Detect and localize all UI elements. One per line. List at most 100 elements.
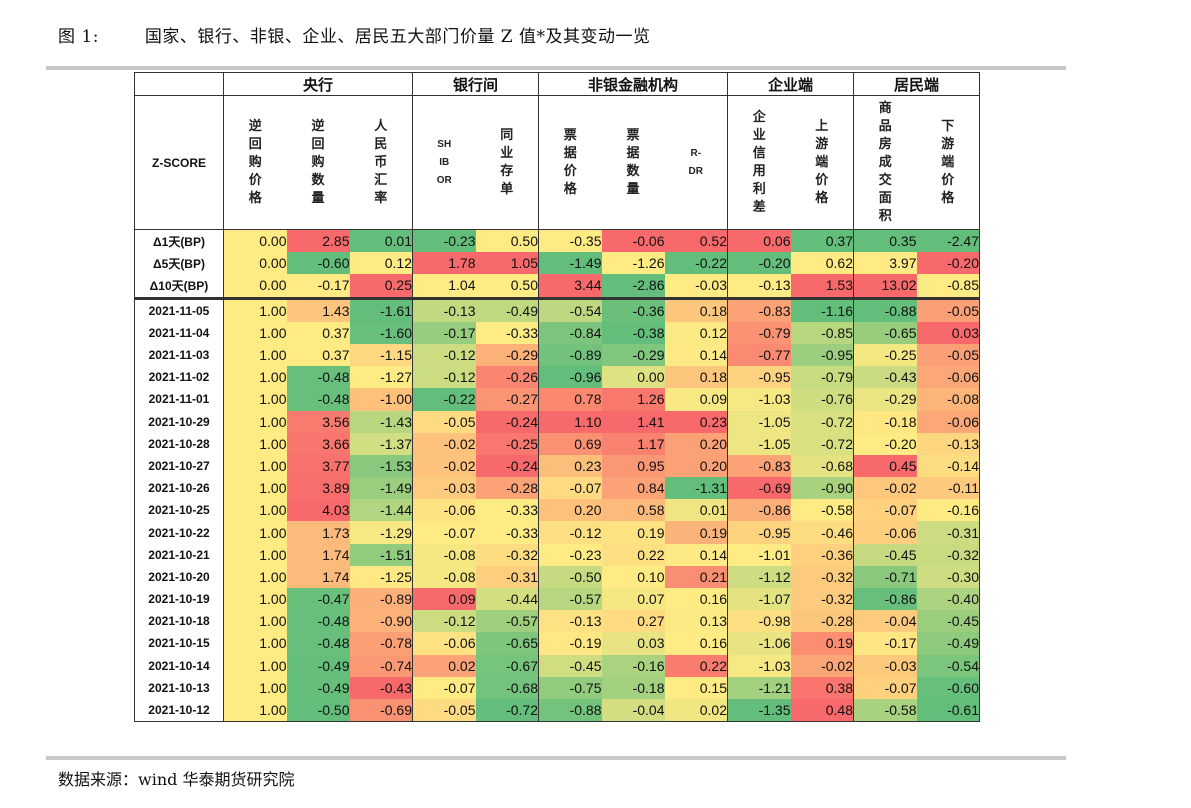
value-cell: -0.48	[286, 388, 350, 411]
value-cell: -0.02	[790, 654, 854, 677]
value-cell: -1.15	[349, 343, 413, 367]
value-cell: 1.00	[223, 366, 287, 389]
value-cell: -0.43	[349, 676, 413, 699]
row-label: 2021-10-27	[134, 454, 224, 478]
value-cell: 0.19	[790, 632, 854, 655]
value-cell: -0.58	[790, 499, 854, 522]
value-cell: 1.00	[223, 543, 287, 566]
value-cell: -0.90	[790, 477, 854, 500]
value-cell: -1.05	[727, 410, 791, 433]
value-cell: -0.68	[790, 454, 854, 478]
column-header-label: 同业存单	[500, 127, 514, 197]
table-row: 2021-11-02 1.00 -0.48 -1.27 -0.12 -0.26 -0.96 0…	[134, 366, 980, 389]
value-cell: 1.17	[601, 432, 665, 455]
value-cell: -0.31	[916, 521, 980, 544]
column-header-label: R-DR	[688, 147, 703, 177]
row-label: 2021-10-18	[134, 610, 224, 633]
value-cell: -0.72	[790, 410, 854, 433]
value-cell: 3.44	[538, 274, 602, 300]
column-header-row: Z-SCORE 逆回购价格 逆回购数量 人民币汇率 SHIBOR 同业存单 票据价格 票据数…	[134, 95, 980, 230]
column-header: 票据数量	[601, 95, 665, 230]
column-header-label: 逆回购数量	[311, 118, 325, 206]
value-cell: -0.17	[412, 321, 476, 344]
value-cell: 1.53	[790, 274, 854, 300]
value-cell: -0.20	[916, 252, 980, 275]
value-cell: -1.51	[349, 543, 413, 566]
value-cell: -0.48	[286, 366, 350, 389]
value-cell: 0.18	[664, 298, 728, 322]
value-cell: -0.88	[538, 698, 602, 723]
value-cell: -0.19	[538, 632, 602, 655]
value-cell: 0.78	[538, 388, 602, 411]
value-cell: -0.69	[349, 698, 413, 723]
value-cell: -1.43	[349, 410, 413, 433]
value-cell: -0.08	[412, 565, 476, 588]
column-header: R-DR	[664, 95, 728, 230]
value-cell: -0.83	[727, 454, 791, 478]
value-cell: -0.14	[916, 454, 980, 478]
column-header: 票据价格	[538, 95, 602, 230]
value-cell: 0.01	[349, 229, 413, 253]
value-cell: -0.06	[412, 499, 476, 522]
value-cell: -1.25	[349, 565, 413, 588]
value-cell: -0.12	[412, 366, 476, 389]
value-cell: 1.00	[223, 321, 287, 344]
value-cell: 0.13	[664, 610, 728, 633]
row-label: Δ1天(BP)	[134, 229, 224, 253]
value-cell: -1.07	[727, 588, 791, 611]
value-cell: -0.06	[412, 632, 476, 655]
value-cell: 0.35	[853, 229, 917, 253]
value-cell: 0.20	[664, 454, 728, 478]
value-cell: 1.43	[286, 298, 350, 322]
value-cell: -1.49	[538, 252, 602, 275]
value-cell: -0.05	[916, 298, 980, 322]
value-cell: 0.27	[601, 610, 665, 633]
value-cell: -0.32	[790, 565, 854, 588]
value-cell: -0.98	[727, 610, 791, 633]
value-cell: -0.03	[853, 654, 917, 677]
column-header-label: SHIBOR	[436, 138, 452, 186]
value-cell: -1.06	[727, 632, 791, 655]
value-cell: 0.03	[916, 321, 980, 344]
value-cell: -0.31	[475, 565, 539, 588]
top-rule	[46, 66, 1066, 70]
value-cell: 0.58	[601, 499, 665, 522]
value-cell: -0.78	[349, 632, 413, 655]
value-cell: -0.68	[475, 676, 539, 699]
column-header-label: 上游端价格	[815, 118, 829, 206]
value-cell: 0.00	[601, 366, 665, 389]
value-cell: -0.23	[412, 229, 476, 253]
value-cell: 1.00	[223, 698, 287, 723]
value-cell: -0.25	[475, 432, 539, 455]
value-cell: -0.43	[853, 366, 917, 389]
row-label: 2021-10-28	[134, 432, 224, 455]
value-cell: -0.46	[790, 521, 854, 544]
value-cell: -2.86	[601, 274, 665, 300]
column-header-label: 逆回购价格	[248, 118, 262, 206]
value-cell: -0.47	[286, 588, 350, 611]
value-cell: 0.19	[601, 521, 665, 544]
row-label: 2021-11-04	[134, 321, 224, 344]
table-row: 2021-11-03 1.00 0.37 -1.15 -0.12 -0.29 -0.89 -0…	[134, 343, 980, 367]
value-cell: -0.24	[475, 410, 539, 433]
value-cell: -0.06	[916, 366, 980, 389]
value-cell: -0.29	[853, 388, 917, 411]
value-cell: 3.77	[286, 454, 350, 478]
z-score-table: 央行 银行间 非银金融机构 企业端 居民端 Z-SCORE 逆回购价格 逆回购数量 人民币汇…	[134, 72, 980, 723]
value-cell: 1.10	[538, 410, 602, 433]
value-cell: -0.89	[538, 343, 602, 367]
source-note: 数据来源：wind 华泰期货研究院	[58, 770, 295, 789]
value-cell: 1.74	[286, 565, 350, 588]
value-cell: -0.27	[475, 388, 539, 411]
value-cell: -0.69	[727, 477, 791, 500]
value-cell: 1.00	[223, 499, 287, 522]
value-cell: -0.18	[601, 676, 665, 699]
value-cell: -0.60	[286, 252, 350, 275]
value-cell: 1.00	[223, 410, 287, 433]
column-header-label: 下游端价格	[941, 118, 955, 206]
value-cell: 1.00	[223, 521, 287, 544]
value-cell: -0.85	[916, 274, 980, 300]
value-cell: 0.10	[601, 565, 665, 588]
value-cell: -0.61	[916, 698, 980, 723]
value-cell: -0.49	[475, 298, 539, 322]
